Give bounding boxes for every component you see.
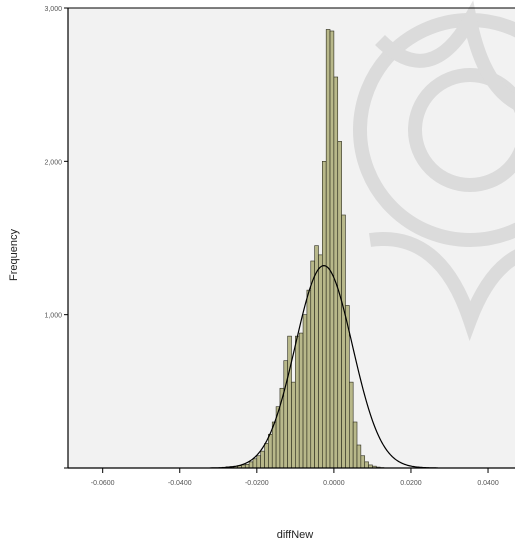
histogram-bar	[349, 381, 354, 469]
normal-curve	[209, 264, 438, 469]
y-axis-ticks: 1,000 2,000 3,000	[44, 6, 68, 469]
histogram-bar	[268, 433, 273, 469]
histogram-bar	[306, 289, 312, 469]
y-tick-label: 2,000	[44, 159, 62, 166]
x-tick-label: -0.0200	[245, 480, 269, 487]
x-tick-label: 0.0200	[400, 480, 422, 487]
histogram-bar	[283, 360, 288, 469]
histogram-bar	[264, 443, 269, 469]
histogram-bar	[329, 30, 335, 469]
histogram-bar	[256, 455, 261, 469]
x-axis-ticks: -0.0600 -0.0400 -0.0200 0.0000 0.0200 0.0400	[91, 468, 499, 487]
histogram-bar	[322, 161, 327, 469]
histogram-bar	[260, 450, 265, 469]
histogram-bar	[295, 335, 300, 469]
x-tick-label: -0.0400	[168, 480, 192, 487]
histogram-bar	[356, 444, 362, 469]
histogram-bar	[333, 76, 339, 469]
histogram-bar	[298, 332, 304, 469]
histogram-bar	[318, 254, 323, 469]
histogram-bar	[252, 458, 258, 469]
x-tick-label: 0.0400	[477, 480, 499, 487]
histogram-bar	[287, 335, 292, 469]
histogram-bar	[360, 455, 366, 469]
histogram-bar	[302, 314, 308, 469]
x-axis-title: diffNew	[277, 529, 314, 541]
histogram-bars	[221, 29, 389, 469]
y-tick-label: 3,000	[44, 6, 62, 13]
histogram-bar	[325, 29, 331, 469]
histogram-bar	[364, 461, 369, 469]
y-axis-title: Frequency	[8, 229, 20, 281]
y-tick-label: 1,000	[44, 313, 62, 320]
x-tick-label: -0.0600	[91, 480, 115, 487]
histogram-bar	[314, 245, 319, 469]
histogram-bar	[337, 141, 342, 469]
histogram-bar	[271, 421, 277, 469]
histogram-bar	[352, 421, 358, 469]
histogram-bar	[341, 214, 346, 469]
histogram-bar	[310, 260, 315, 469]
histogram-bar	[248, 461, 254, 469]
histogram-bar	[291, 381, 296, 469]
x-tick-label: 0.0000	[323, 480, 345, 487]
watermark-logo	[353, 0, 515, 341]
